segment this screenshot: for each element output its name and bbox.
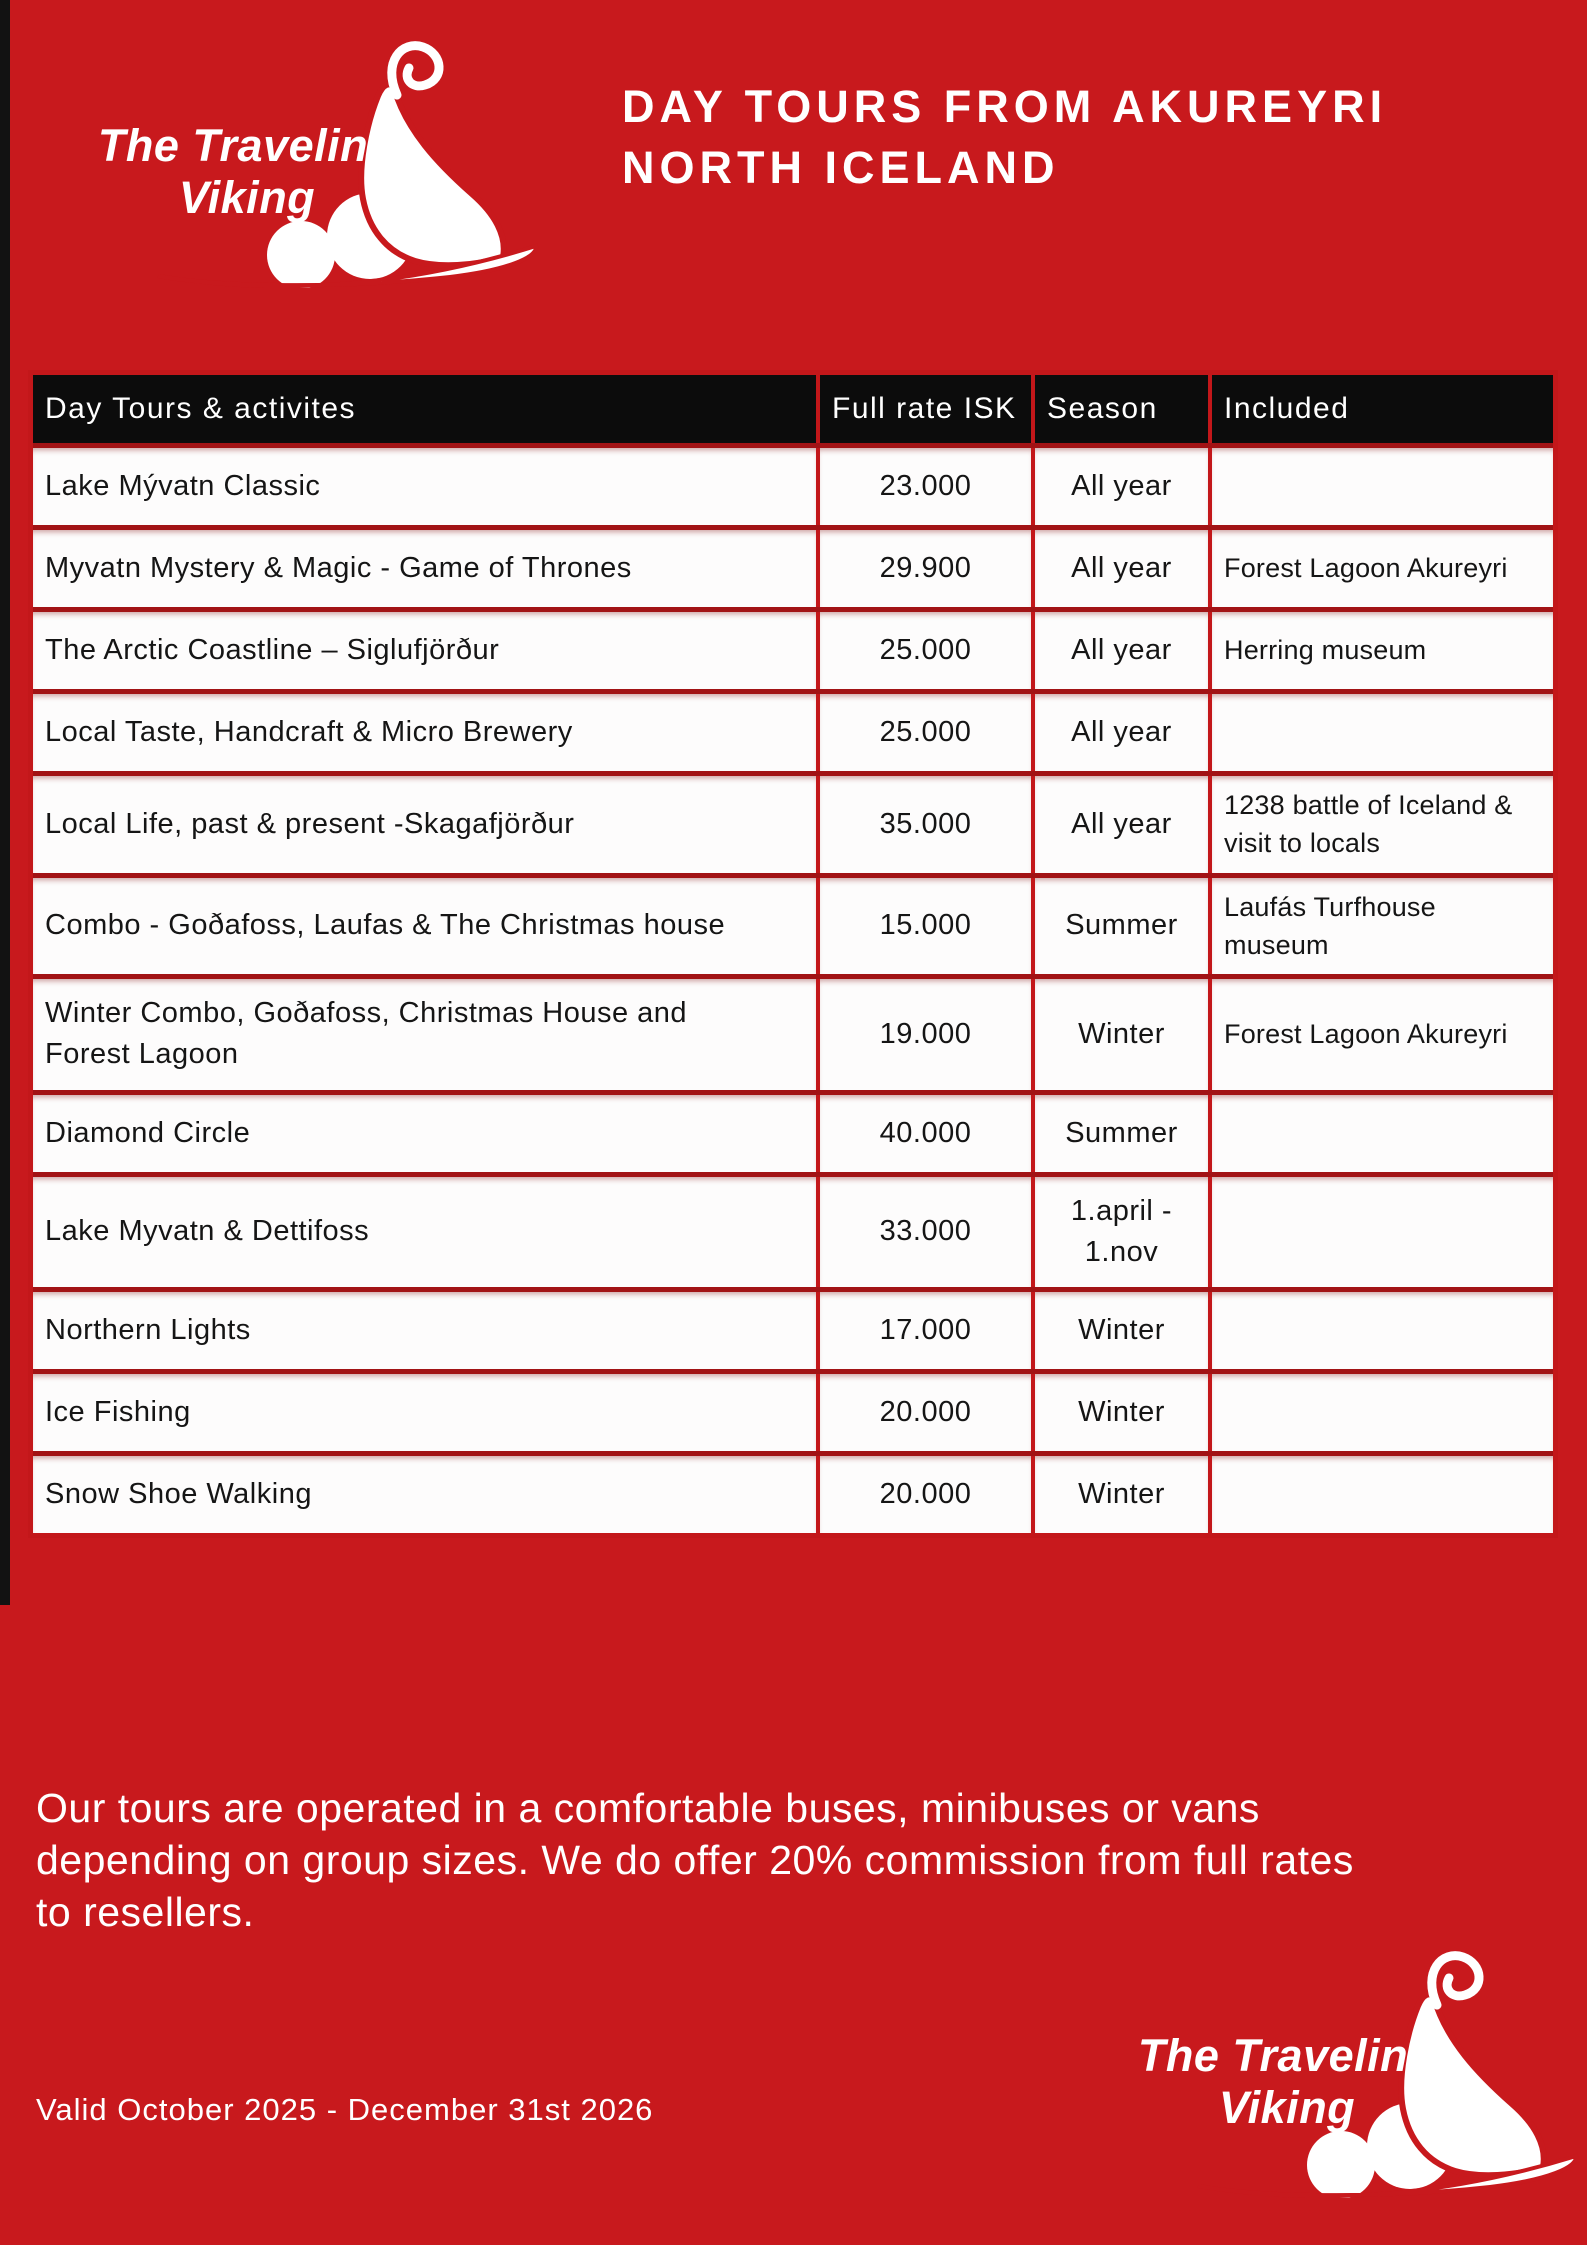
season-cell: All year bbox=[1035, 694, 1208, 771]
included-cell bbox=[1212, 448, 1553, 525]
tour-name-cell: Winter Combo, Goðafoss, Christmas House … bbox=[33, 979, 816, 1090]
rate-cell: 25.000 bbox=[820, 612, 1031, 689]
tour-name-cell: Ice Fishing bbox=[33, 1374, 816, 1451]
logo-line2: Viking bbox=[1218, 2082, 1356, 2133]
rate-cell: 17.000 bbox=[820, 1292, 1031, 1369]
season-cell: All year bbox=[1035, 776, 1208, 873]
tour-name-cell: Local Life, past & present -Skagafjörður bbox=[33, 776, 816, 873]
page-title: DAY TOURS FROM AKUREYRI NORTH ICELAND bbox=[622, 76, 1387, 198]
table-row: Winter Combo, Goðafoss, Christmas House … bbox=[33, 979, 1553, 1090]
included-cell: Forest Lagoon Akureyri bbox=[1212, 979, 1553, 1090]
tour-name-cell: Combo - Goðafoss, Laufas & The Christmas… bbox=[33, 877, 816, 975]
included-cell bbox=[1212, 1456, 1553, 1533]
logo-line1: The Traveling bbox=[97, 120, 397, 171]
tour-name-cell: Diamond Circle bbox=[33, 1094, 816, 1172]
logo-line2: Viking bbox=[178, 172, 316, 223]
included-cell: Herring museum bbox=[1212, 612, 1553, 689]
season-cell: All year bbox=[1035, 448, 1208, 525]
commission-note-line3: to resellers. bbox=[36, 1889, 255, 1935]
table-row: Local Taste, Handcraft & Micro Brewery 25… bbox=[33, 694, 1553, 771]
rate-cell: 33.000 bbox=[820, 1176, 1031, 1287]
viking-ship-icon bbox=[157, 41, 538, 288]
logo-wordmark: The Traveling Viking bbox=[88, 120, 406, 224]
table-row: Northern Lights 17.000 Winter bbox=[33, 1292, 1553, 1369]
header-cell-rate: Full rate ISK bbox=[820, 375, 1031, 443]
commission-note-line1: Our tours are operated in a comfortable … bbox=[36, 1785, 1260, 1831]
season-cell: Winter bbox=[1035, 1374, 1208, 1451]
rate-cell: 35.000 bbox=[820, 776, 1031, 873]
tour-name-cell: Lake Myvatn & Dettifoss bbox=[33, 1176, 816, 1287]
viking-ship-icon bbox=[1197, 1951, 1578, 2198]
commission-note: Our tours are operated in a comfortable … bbox=[36, 1782, 1456, 1938]
table-row: Snow Shoe Walking 20.000 Winter bbox=[33, 1456, 1553, 1533]
logo-wordmark: The Traveling Viking bbox=[1128, 2030, 1446, 2134]
page-title-line1: DAY TOURS FROM AKUREYRI bbox=[622, 81, 1388, 132]
tour-name-cell: Northern Lights bbox=[33, 1292, 816, 1369]
table-row: The Arctic Coastline – Siglufjörður 25.00… bbox=[33, 612, 1553, 689]
rate-cell: 20.000 bbox=[820, 1374, 1031, 1451]
rate-cell: 23.000 bbox=[820, 448, 1031, 525]
included-cell bbox=[1212, 694, 1553, 771]
table-row: Myvatn Mystery & Magic - Game of Thrones… bbox=[33, 530, 1553, 607]
included-cell: Forest Lagoon Akureyri bbox=[1212, 530, 1553, 607]
day-tours-table: Day Tours & activites Full rate ISK Season… bbox=[28, 370, 1558, 1538]
season-cell: Winter bbox=[1035, 1456, 1208, 1533]
rate-cell: 40.000 bbox=[820, 1094, 1031, 1172]
page-title-line2: NORTH ICELAND bbox=[622, 142, 1060, 193]
table-row: Local Life, past & present -Skagafjörður… bbox=[33, 776, 1553, 873]
header-cell-season: Season bbox=[1035, 375, 1208, 443]
rate-cell: 15.000 bbox=[820, 877, 1031, 975]
included-cell bbox=[1212, 1292, 1553, 1369]
validity-period: Valid October 2025 - December 31st 2026 bbox=[36, 2092, 654, 2127]
season-cell: Winter bbox=[1035, 979, 1208, 1090]
included-cell bbox=[1212, 1374, 1553, 1451]
commission-note-line2: depending on group sizes. We do offer 20… bbox=[36, 1837, 1354, 1883]
season-cell: Winter bbox=[1035, 1292, 1208, 1369]
season-cell: 1.april - 1.nov bbox=[1035, 1176, 1208, 1287]
included-cell: 1238 battle of Iceland & visit to locals bbox=[1212, 776, 1553, 873]
table-row: Lake Mývatn Classic 23.000 All year bbox=[33, 448, 1553, 525]
included-cell bbox=[1212, 1094, 1553, 1172]
table-row: Diamond Circle 40.000 Summer bbox=[33, 1094, 1553, 1172]
header-cell-tours: Day Tours & activites bbox=[33, 375, 816, 443]
season-cell: All year bbox=[1035, 612, 1208, 689]
rate-cell: 29.900 bbox=[820, 530, 1031, 607]
rate-cell: 25.000 bbox=[820, 694, 1031, 771]
tour-name-cell: Lake Mývatn Classic bbox=[33, 448, 816, 525]
tour-name-cell: Local Taste, Handcraft & Micro Brewery bbox=[33, 694, 816, 771]
season-cell: All year bbox=[1035, 530, 1208, 607]
rate-cell: 20.000 bbox=[820, 1456, 1031, 1533]
traveling-viking-logo-top: The Traveling Viking bbox=[88, 38, 543, 288]
logo-line1: The Traveling bbox=[1137, 2030, 1437, 2081]
included-cell: Laufás Turfhouse museum bbox=[1212, 877, 1553, 975]
rate-cell: 19.000 bbox=[820, 979, 1031, 1090]
season-cell: Summer bbox=[1035, 1094, 1208, 1172]
tour-name-cell: The Arctic Coastline – Siglufjörður bbox=[33, 612, 816, 689]
included-cell bbox=[1212, 1176, 1553, 1287]
table-row: Lake Myvatn & Dettifoss 33.000 1.april - 1… bbox=[33, 1176, 1553, 1287]
tour-name-cell: Snow Shoe Walking bbox=[33, 1456, 816, 1533]
left-edge-artifact bbox=[0, 0, 10, 1605]
table-header-row: Day Tours & activites Full rate ISK Season… bbox=[33, 375, 1553, 443]
traveling-viking-logo-bottom: The Traveling Viking bbox=[1128, 1948, 1583, 2198]
season-cell: Summer bbox=[1035, 877, 1208, 975]
header-cell-included: Included bbox=[1212, 375, 1553, 443]
table-row: Combo - Goðafoss, Laufas & The Christmas… bbox=[33, 877, 1553, 975]
table-row: Ice Fishing 20.000 Winter bbox=[33, 1374, 1553, 1451]
tour-name-cell: Myvatn Mystery & Magic - Game of Thrones bbox=[33, 530, 816, 607]
